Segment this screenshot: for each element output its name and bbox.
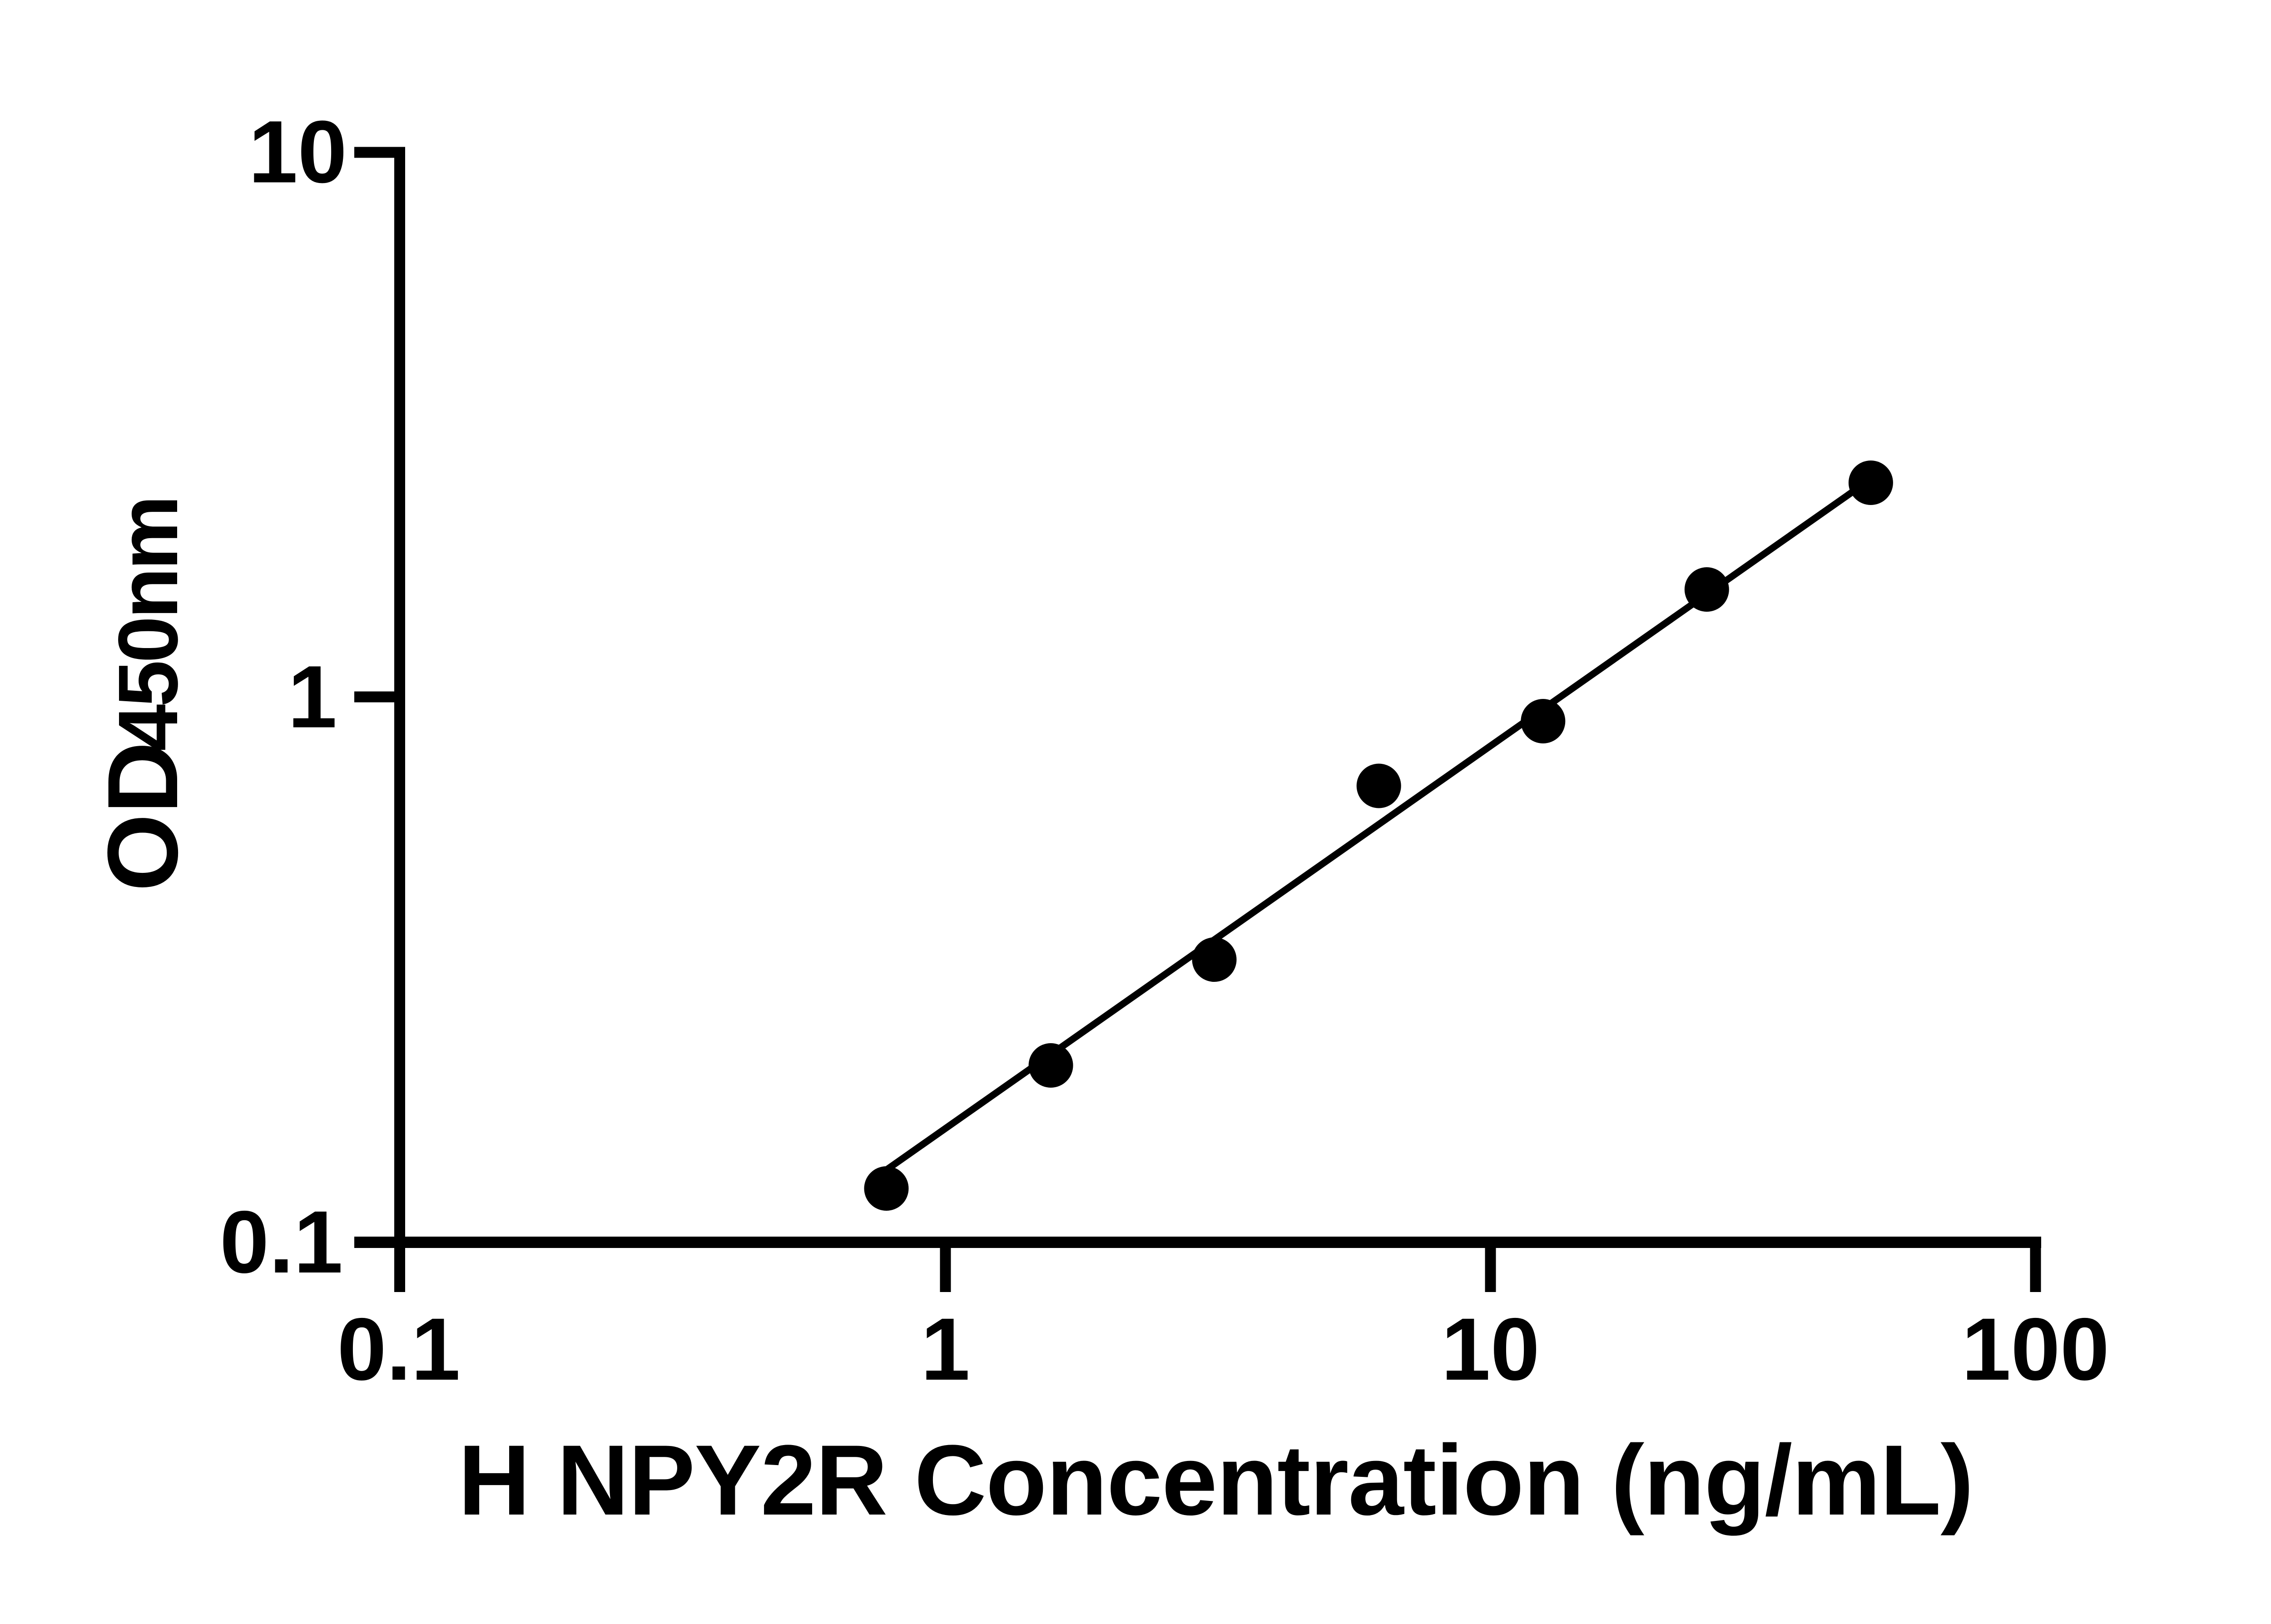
svg-text:10: 10 [248, 103, 347, 202]
svg-text:H NPY2R Concentration (ng/mL): H NPY2R Concentration (ng/mL) [458, 1424, 1973, 1536]
svg-text:0.1: 0.1 [220, 1193, 343, 1292]
svg-text:1: 1 [288, 648, 337, 747]
svg-text:0.1: 0.1 [337, 1300, 460, 1399]
svg-text:10: 10 [1441, 1300, 1540, 1399]
svg-text:450nm: 450nm [101, 498, 195, 751]
svg-text:100: 100 [1962, 1300, 2109, 1399]
svg-text:OD: OD [87, 742, 198, 891]
svg-text:1: 1 [921, 1300, 970, 1399]
